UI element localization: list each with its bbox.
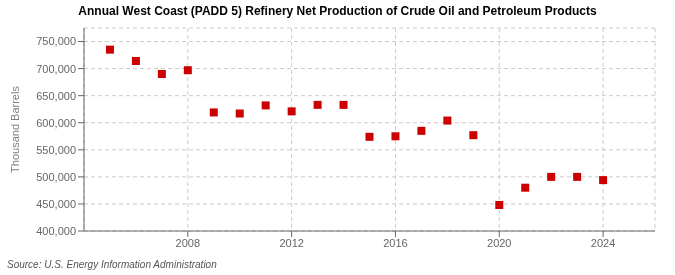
svg-text:2008: 2008 (176, 237, 200, 249)
svg-text:400,000: 400,000 (36, 225, 76, 237)
svg-text:2016: 2016 (383, 237, 407, 249)
html-text:Annual West Coast (PADD 5) Ref: Annual West Coast (PADD 5) Refinery Net … (78, 4, 597, 18)
svg-text:600,000: 600,000 (36, 117, 76, 129)
svg-text:650,000: 650,000 (36, 90, 76, 102)
svg-text:2012: 2012 (279, 237, 303, 249)
svg-text:2024: 2024 (591, 237, 615, 249)
svg-text:550,000: 550,000 (36, 144, 76, 156)
svg-text:2020: 2020 (487, 237, 511, 249)
svg-text:450,000: 450,000 (36, 198, 76, 210)
svg-text:750,000: 750,000 (36, 35, 76, 47)
html-text:Source: U.S. Energy Informatio: Source: U.S. Energy Information Administ… (7, 259, 217, 270)
svg-text:700,000: 700,000 (36, 63, 76, 75)
svg-text:Thousand Barrels: Thousand Barrels (9, 86, 21, 173)
svg-text:500,000: 500,000 (36, 171, 76, 183)
